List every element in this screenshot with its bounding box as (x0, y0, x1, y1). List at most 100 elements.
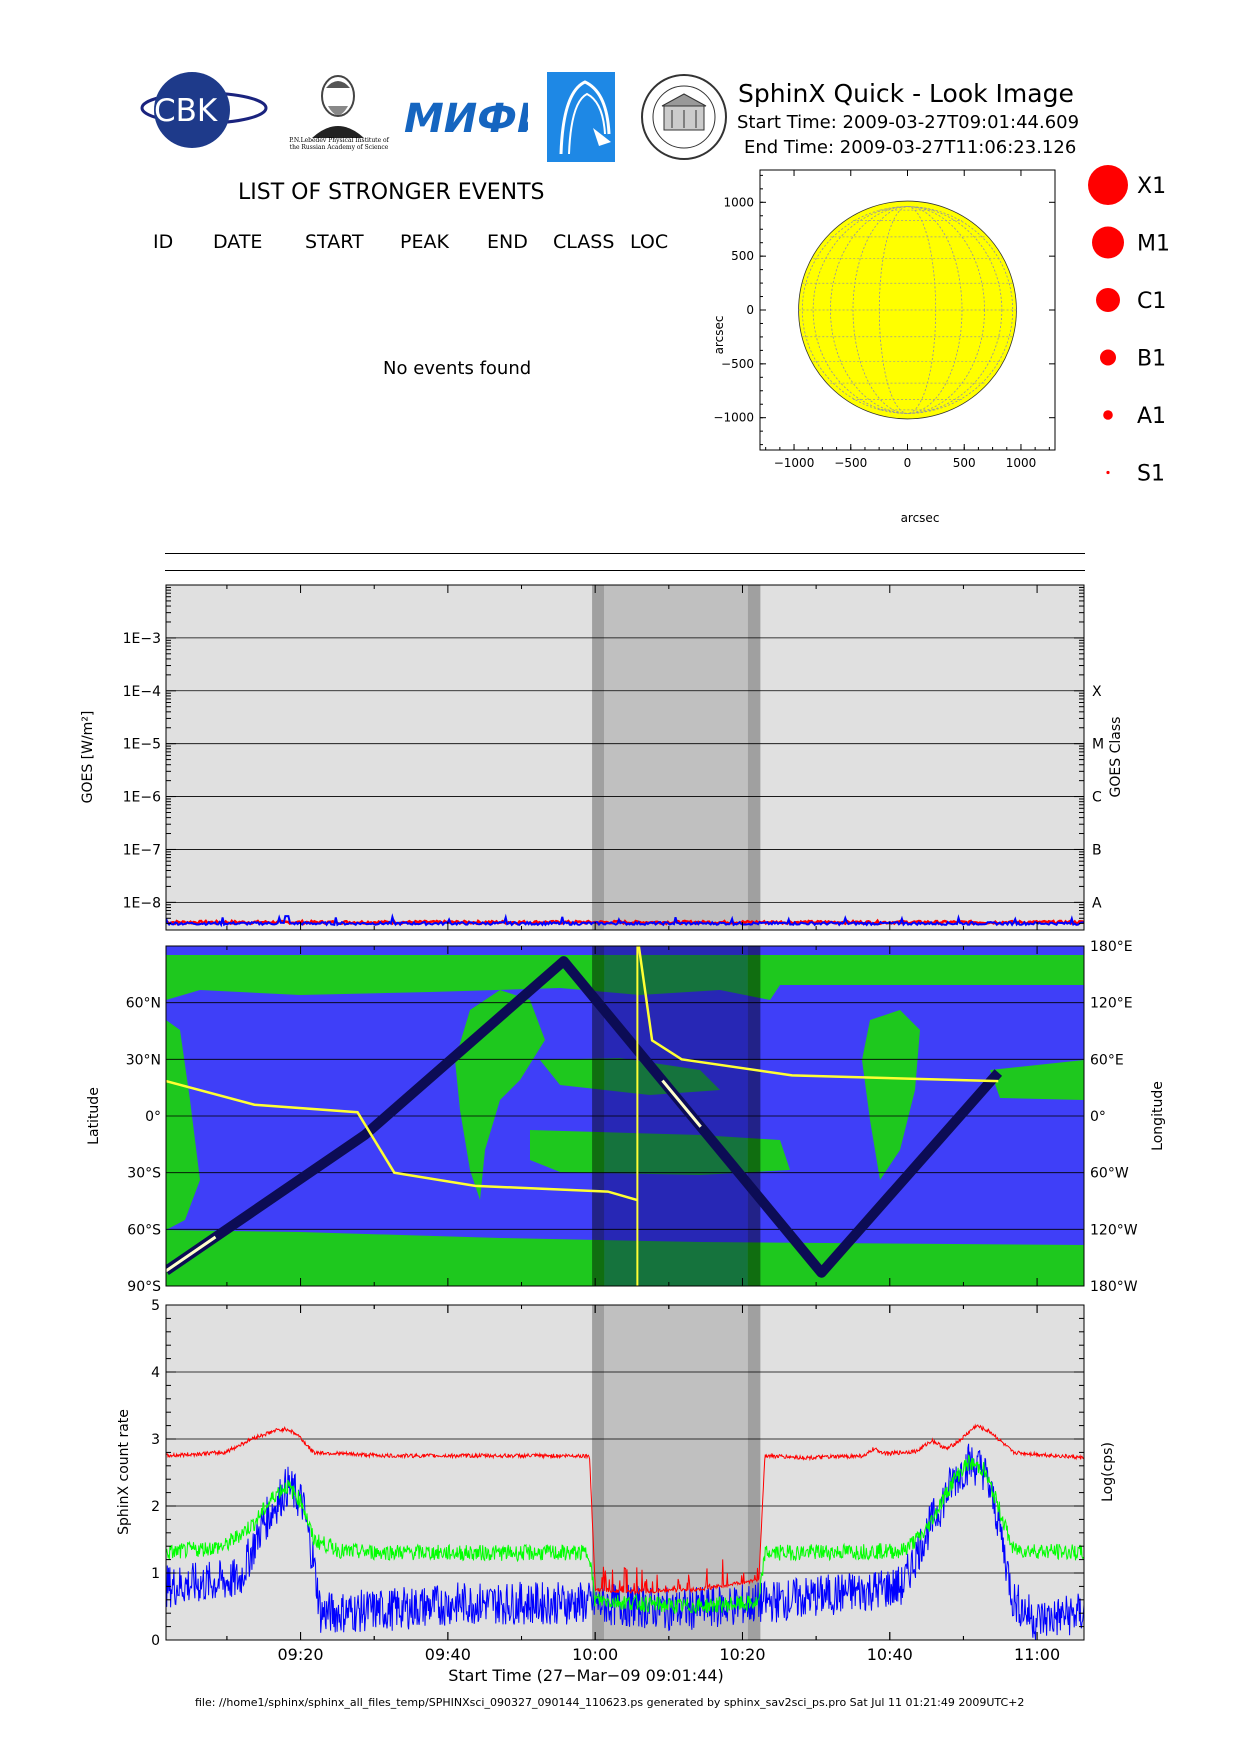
goes-class-tick-label: B (1092, 842, 1102, 858)
time-tick-label: 11:00 (1014, 1645, 1060, 1664)
orbit-lat-tick-label: 60°S (127, 1222, 161, 1238)
sun-y-tick-label: −1000 (713, 411, 754, 425)
goes-y-tick-label: 1E−7 (123, 842, 161, 858)
orbit-y2label: Longitude (1150, 1081, 1166, 1151)
goes-minor-ticks (166, 585, 1084, 931)
sun-grid (798, 206, 1017, 414)
orbit-lat-tick-label: 60°N (126, 996, 161, 1012)
orbit-gridlines (166, 946, 1084, 1286)
goes-series (166, 913, 1084, 928)
goes-y-tick-label: 1E−4 (123, 684, 161, 700)
goes-y-tick-label: 1E−5 (123, 737, 161, 753)
sun-y-tick-label: 1000 (723, 195, 754, 209)
sphinx-tick-labels: 0 1 2 3 4 5 09:20 09:40 10:00 10:20 10:40 11:00 (151, 1298, 1060, 1664)
class-legend-label: C1 (1137, 289, 1166, 314)
sun-x-tick-label: 0 (904, 456, 912, 470)
footer-file-info: file: //home1/sphinx/sphinx_all_files_te… (195, 1696, 1025, 1709)
class-legend-label: M1 (1137, 232, 1170, 257)
orbit-lon-tick-label: 0° (1090, 1109, 1106, 1125)
sun-x-tick-label: 500 (953, 456, 976, 470)
events-col-class: CLASS (553, 231, 615, 253)
goes-class-label: GOES Class (1108, 717, 1124, 798)
sphinx-panel-frame (165, 1304, 1085, 1641)
orbit-tracks (166, 946, 1003, 1286)
goes-y-tick-label: 1E−3 (123, 631, 161, 647)
orbit-land-mass (862, 1010, 920, 1180)
class-legend-label: X1 (1137, 174, 1166, 199)
orbit-ylabel: Latitude (86, 1087, 102, 1145)
orbit-tick-labels: 60°N 30°N 0° 30°S 60°S 90°S 180°E 120°E 60°E 0° 60… (126, 939, 1138, 1295)
orbit-land-mass (990, 1060, 1084, 1100)
end-time: End Time: 2009-03-27T11:06:23.126 (744, 137, 1077, 158)
sphinx-y-tick-label: 0 (151, 1633, 160, 1649)
sun-longitude-line (812, 206, 1003, 414)
orbit-longitude-track (637, 946, 999, 1083)
sphinx-series (166, 1423, 1084, 1640)
class-legend-label: A1 (1137, 404, 1166, 429)
class-legend-marker (1100, 349, 1116, 366)
sphinx-xlabel: Start Time (27−Mar−09 09:01:44) (448, 1666, 724, 1685)
orbit-lon-tick-label: 180°W (1090, 1279, 1138, 1295)
class-legend-marker (1088, 165, 1128, 205)
lebedev-caption: P.N.Lebedev Physical Institute of the Ru… (289, 137, 389, 151)
goes-class-tick-label: A (1092, 895, 1102, 911)
orbit-lon-tick-label: 60°W (1090, 1166, 1129, 1182)
goes-tick-labels: 1E−8 1E−7 1E−6 1E−5 1E−4 1E−3 A B C M X (123, 631, 1104, 911)
time-tick-label: 10:00 (572, 1645, 618, 1664)
sun-y-tick-label: 0 (746, 303, 754, 317)
cbk-logo-text: CBK (154, 93, 218, 129)
goes-class-tick-label: C (1092, 790, 1102, 806)
events-col-peak: PEAK (400, 231, 449, 253)
class-legend-marker (1106, 470, 1110, 475)
sun-longitude-line (801, 206, 1014, 414)
orbit-lon-tick-label: 120°W (1090, 1222, 1138, 1238)
class-legend-markers: X1 M1 C1 B1 A1 S1 (1088, 165, 1170, 487)
no-events-message: No events found (383, 358, 532, 379)
mifi-logo-text: МИФИ (404, 96, 528, 142)
orbit-panel-frame (165, 945, 1085, 1287)
sphinx-y-tick-label: 4 (151, 1365, 160, 1381)
sun-map-ylabel: arcsec (712, 316, 726, 355)
start-time: Start Time: 2009-03-27T09:01:44.609 (737, 112, 1080, 133)
sphinx-y2label: Log(cps) (1100, 1442, 1116, 1502)
events-col-date: DATE (213, 231, 263, 253)
sun-y-tick-label: 500 (731, 249, 754, 263)
orbit-land-mass (166, 1020, 200, 1230)
sun-y-tick-label: −500 (721, 357, 754, 371)
goes-series-line (166, 913, 1084, 928)
events-col-end: END (487, 231, 528, 253)
goes-class-tick-label: M (1092, 737, 1104, 753)
orbit-lon-tick-label: 120°E (1090, 996, 1133, 1012)
goes-panel-frame (165, 584, 1085, 931)
orbit-longitude-track (166, 1079, 638, 1202)
page-title: SphinX Quick - Look Image (738, 79, 1074, 108)
orbit-lat-tick-label: 30°S (127, 1166, 161, 1182)
sphinx-ylabel: SphinX count rate (116, 1409, 132, 1535)
time-tick-label: 10:40 (867, 1645, 913, 1664)
orbit-lat-tick-label: 90°S (127, 1279, 161, 1295)
sun-map-xlabel: arcsec (901, 511, 940, 525)
class-legend: X1 M1 C1 B1 A1 S1 (1080, 160, 1190, 490)
cbk-pan-logo: CBK (140, 72, 268, 148)
orbit-lon-tick-label: 180°E (1090, 939, 1133, 955)
class-legend-marker (1096, 288, 1120, 312)
time-tick-label: 10:20 (719, 1645, 765, 1664)
events-heading: LIST OF STRONGER EVENTS (238, 180, 545, 205)
events-col-id: ID (153, 231, 174, 253)
sun-longitude-line (830, 206, 985, 414)
goes-gridlines (166, 637, 1084, 903)
lebedev-portrait-icon (312, 75, 364, 138)
sphinx-panel: 0 1 2 3 4 5 09:20 09:40 10:00 10:20 10:40 11:00 Sph… (116, 1298, 1116, 1685)
goes-ylabel: GOES [W/m²] (80, 711, 96, 804)
sun-x-tick-label: −1000 (774, 456, 815, 470)
sphinx-shaded-interval (747, 1305, 761, 1640)
goes-shaded-interval (604, 585, 748, 930)
goes-class-tick-label: X (1092, 684, 1102, 700)
orbit-land-mass (166, 955, 1084, 1000)
orbit-land-mass (540, 1058, 720, 1095)
sphinx-y-tick-label: 2 (151, 1499, 160, 1515)
sphinx-y-tick-label: 3 (151, 1432, 160, 1448)
separator-line (165, 570, 1085, 571)
sphinx-series-line (166, 1423, 1084, 1596)
sun-map: −1000 −500 0 500 1000 1000 500 0 −500 −1000 arcse… (712, 169, 1056, 525)
